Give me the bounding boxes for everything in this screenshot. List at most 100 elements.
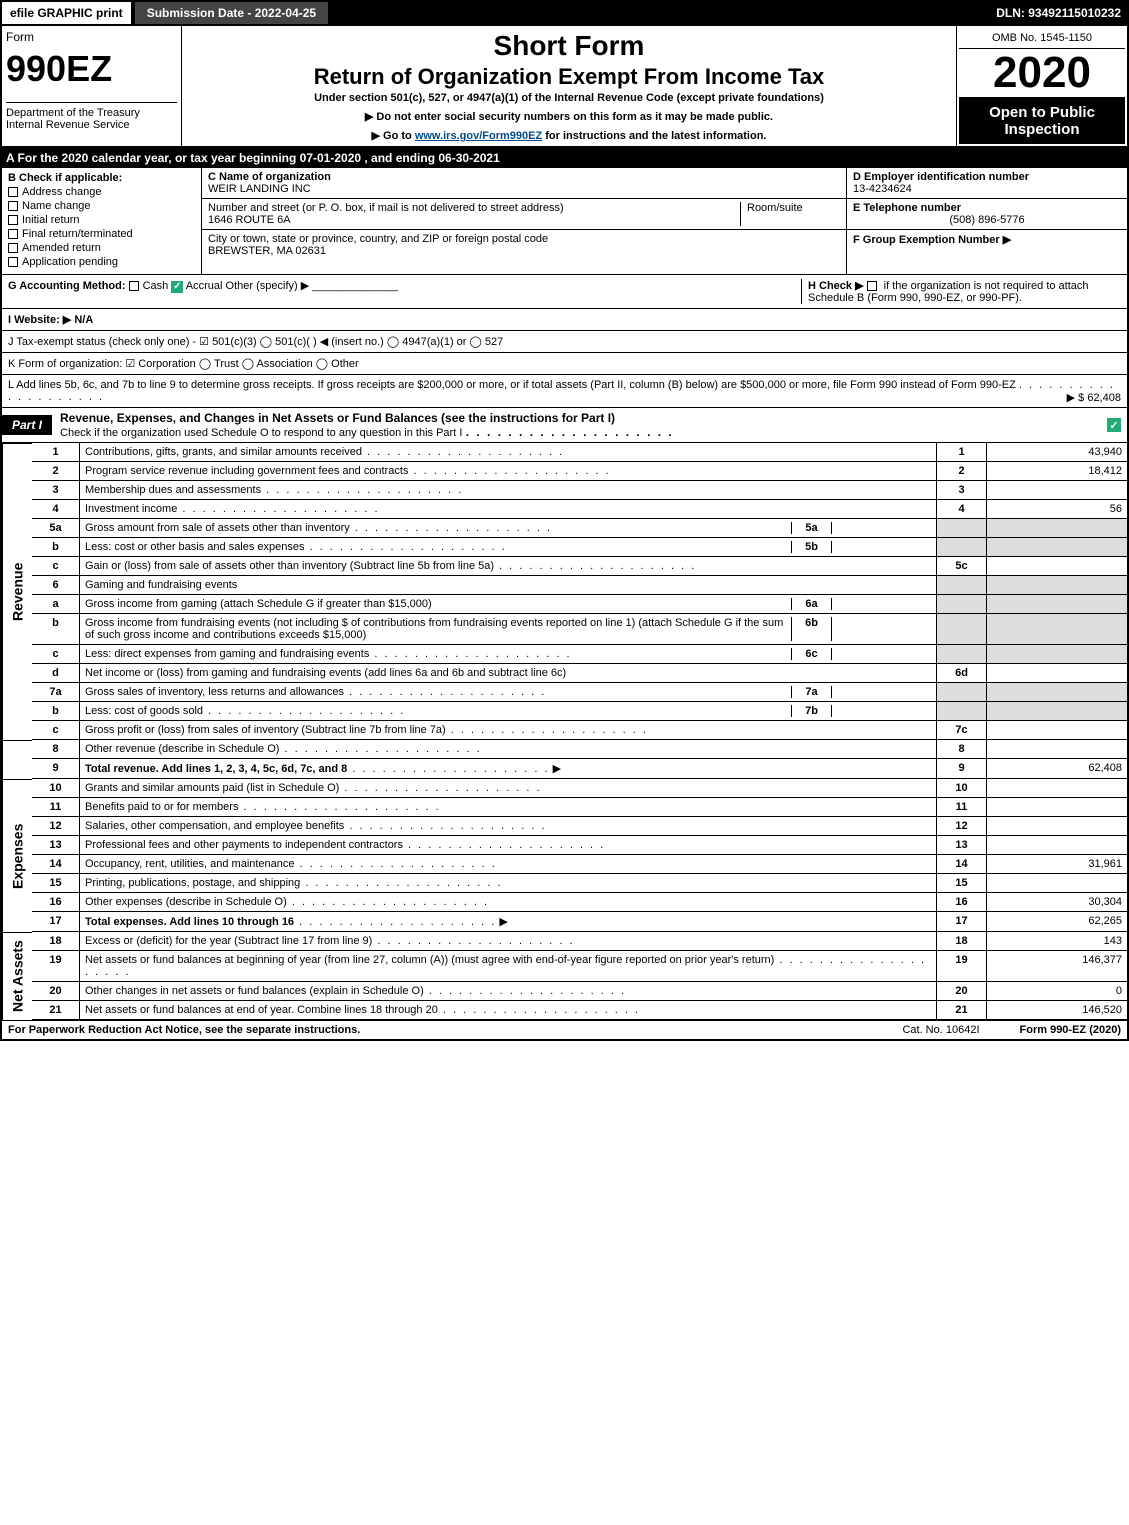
line-21-desc: Net assets or fund balances at end of ye… — [80, 1001, 937, 1020]
irs-link[interactable]: www.irs.gov/Form990EZ — [415, 130, 542, 142]
line-7c-idx: 7c — [937, 721, 987, 740]
line-11-num: 11 — [32, 798, 80, 817]
instr-goto: ▶ Go to www.irs.gov/Form990EZ for instru… — [190, 129, 948, 142]
main-table-rev-end: 8 Other revenue (describe in Schedule O)… — [0, 740, 1129, 779]
line-6a-idx — [937, 595, 987, 614]
line-7b-desc: Less: cost of goods sold 7b — [80, 702, 937, 721]
check-pending[interactable]: Application pending — [8, 256, 195, 268]
h-label: H Check ▶ — [808, 280, 864, 292]
line-6-idx — [937, 576, 987, 595]
open-public: Open to Public Inspection — [959, 98, 1125, 144]
line-21-val: 146,520 — [987, 1001, 1127, 1020]
line-19-idx: 19 — [937, 951, 987, 982]
street-val: 1646 ROUTE 6A — [208, 214, 740, 226]
check-initial[interactable]: Initial return — [8, 214, 195, 226]
org-name: WEIR LANDING INC — [208, 183, 840, 195]
line-12-val — [987, 817, 1127, 836]
omb-number: OMB No. 1545-1150 — [959, 28, 1125, 49]
line-5a-idx — [937, 519, 987, 538]
expenses-table: Expenses 10 Grants and similar amounts p… — [0, 779, 1129, 932]
line-10-val — [987, 779, 1127, 798]
check-name[interactable]: Name change — [8, 200, 195, 212]
under-section: Under section 501(c), 527, or 4947(a)(1)… — [190, 92, 948, 104]
line-12-idx: 12 — [937, 817, 987, 836]
line-14-num: 14 — [32, 855, 80, 874]
header-left: Form 990EZ Department of the Treasury In… — [2, 26, 182, 146]
phone-val: (508) 896-5776 — [853, 214, 1121, 226]
line-15-idx: 15 — [937, 874, 987, 893]
line-1-idx: 1 — [937, 443, 987, 462]
line-4-num: 4 — [32, 500, 80, 519]
footer-right: Form 990-EZ (2020) — [1020, 1024, 1121, 1036]
line-20-val: 0 — [987, 982, 1127, 1001]
line-14-idx: 14 — [937, 855, 987, 874]
net-assets-tab: Net Assets — [2, 932, 32, 1020]
line-5c-val — [987, 557, 1127, 576]
phone-row: E Telephone number (508) 896-5776 — [847, 199, 1127, 230]
row-k: K Form of organization: ☑ Corporation ◯ … — [0, 353, 1129, 375]
line-5c-desc: Gain or (loss) from sale of assets other… — [80, 557, 937, 576]
line-6-num: 6 — [32, 576, 80, 595]
line-16-val: 30,304 — [987, 893, 1127, 912]
line-17-idx: 17 — [937, 912, 987, 932]
line-18-idx: 18 — [937, 932, 987, 951]
line-4-desc: Investment income — [80, 500, 937, 519]
line-6d-val — [987, 664, 1127, 683]
line-15-val — [987, 874, 1127, 893]
cash-check[interactable] — [129, 281, 139, 291]
line-6b-num: b — [32, 614, 80, 645]
d-label: D Employer identification number — [853, 171, 1121, 183]
line-5c-idx: 5c — [937, 557, 987, 576]
line-21-num: 21 — [32, 1001, 80, 1020]
line-19-desc: Net assets or fund balances at beginning… — [80, 951, 937, 982]
l-amount: ▶ $ 62,408 — [1067, 391, 1121, 404]
check-final[interactable]: Final return/terminated — [8, 228, 195, 240]
line-12-num: 12 — [32, 817, 80, 836]
city-row: City or town, state or province, country… — [202, 230, 846, 260]
line-7c-desc: Gross profit or (loss) from sales of inv… — [80, 721, 937, 740]
efile-label[interactable]: efile GRAPHIC print — [0, 0, 133, 26]
line-6d-num: d — [32, 664, 80, 683]
line-6b-idx — [937, 614, 987, 645]
line-19-val: 146,377 — [987, 951, 1127, 982]
line-14-val: 31,961 — [987, 855, 1127, 874]
group-exemption-row: F Group Exemption Number ▶ — [847, 230, 1127, 249]
line-14-desc: Occupancy, rent, utilities, and maintena… — [80, 855, 937, 874]
line-7c-val — [987, 721, 1127, 740]
city-val: BREWSTER, MA 02631 — [208, 245, 840, 257]
line-10-num: 10 — [32, 779, 80, 798]
section-a: A For the 2020 calendar year, or tax yea… — [0, 148, 1129, 168]
short-form-title: Short Form — [190, 30, 948, 62]
schedule-o-check-icon: ✓ — [1107, 418, 1121, 432]
line-18-val: 143 — [987, 932, 1127, 951]
check-address[interactable]: Address change — [8, 186, 195, 198]
line-18-desc: Excess or (deficit) for the year (Subtra… — [80, 932, 937, 951]
revenue-tab-cont — [2, 740, 32, 779]
row-l: L Add lines 5b, 6c, and 7b to line 9 to … — [0, 375, 1129, 408]
line-2-val: 18,412 — [987, 462, 1127, 481]
part-1-title: Revenue, Expenses, and Changes in Net As… — [52, 408, 1107, 442]
line-13-num: 13 — [32, 836, 80, 855]
line-20-desc: Other changes in net assets or fund bala… — [80, 982, 937, 1001]
room-label: Room/suite — [740, 202, 840, 226]
line-8-desc: Other revenue (describe in Schedule O) — [80, 740, 937, 759]
dln-label: DLN: 93492115010232 — [988, 2, 1129, 24]
footer: For Paperwork Reduction Act Notice, see … — [0, 1020, 1129, 1041]
line-2-idx: 2 — [937, 462, 987, 481]
city-label: City or town, state or province, country… — [208, 233, 840, 245]
check-amended[interactable]: Amended return — [8, 242, 195, 254]
line-2-num: 2 — [32, 462, 80, 481]
line-8-val — [987, 740, 1127, 759]
c-label: C Name of organization — [208, 171, 840, 183]
revenue-tab: Revenue — [2, 443, 32, 740]
line-6d-desc: Net income or (loss) from gaming and fun… — [80, 664, 937, 683]
line-6c-desc: Less: direct expenses from gaming and fu… — [80, 645, 937, 664]
street-row: Number and street (or P. O. box, if mail… — [202, 199, 846, 230]
line-13-desc: Professional fees and other payments to … — [80, 836, 937, 855]
line-4-idx: 4 — [937, 500, 987, 519]
line-8-num: 8 — [32, 740, 80, 759]
line-3-num: 3 — [32, 481, 80, 500]
line-13-idx: 13 — [937, 836, 987, 855]
h-check[interactable] — [867, 281, 877, 291]
accrual-check[interactable]: ✓ — [171, 281, 183, 293]
